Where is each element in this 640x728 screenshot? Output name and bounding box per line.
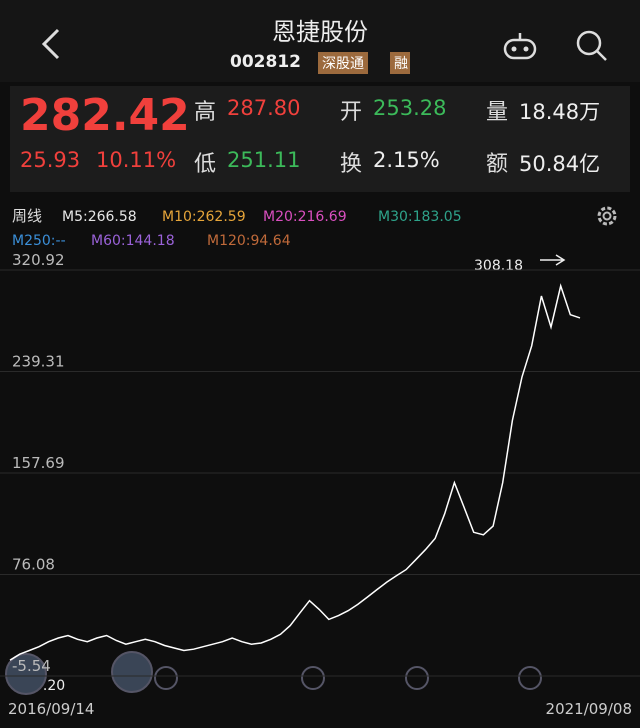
x-tick-label: 2021/09/08 xyxy=(546,700,632,718)
indicator: M5:266.58 xyxy=(62,209,137,225)
y-tick-label: 76.08 xyxy=(12,555,55,573)
toolbar xyxy=(5,651,542,695)
y-tick-label: -5.54 xyxy=(12,657,51,675)
search-icon[interactable] xyxy=(574,28,610,64)
chart: 周线 308.18 7.20 M5:266.58 M10:262.59 M20:21… xyxy=(0,196,640,728)
stat-value: 253.28 xyxy=(373,96,447,120)
x-tick-label: 2016/09/14 xyxy=(8,700,94,718)
change: 25.93 xyxy=(20,148,81,172)
stat-value: 2.15% xyxy=(373,148,440,172)
price: 282.42 xyxy=(20,90,190,141)
indicator: M60:144.18 xyxy=(91,233,175,249)
stat-value: 50.84亿 xyxy=(519,152,601,176)
indicator: M20:216.69 xyxy=(263,209,347,225)
back-button[interactable] xyxy=(36,26,66,62)
event-marker[interactable] xyxy=(154,666,178,690)
period: 周线 xyxy=(12,207,42,225)
chart-bg xyxy=(0,196,640,728)
quote-panel xyxy=(10,86,630,192)
indicator: M250:-- xyxy=(12,233,66,249)
event-marker[interactable] xyxy=(518,666,542,690)
indicator: M10:262.59 xyxy=(162,209,246,225)
stat-label: 量 xyxy=(486,100,509,125)
price-line xyxy=(9,283,581,661)
event-marker[interactable] xyxy=(301,666,325,690)
y-tick-label: 239.31 xyxy=(12,353,65,371)
change-pct: 10.11% xyxy=(96,148,177,172)
indicator: M30:183.05 xyxy=(378,209,462,225)
tool-button[interactable] xyxy=(111,651,153,693)
title: 恩捷股份 xyxy=(272,18,368,46)
tag: 深股通 xyxy=(318,52,368,74)
stat-value: 18.48万 xyxy=(519,100,601,124)
tag: 融 xyxy=(390,52,410,74)
indicator: M120:94.64 xyxy=(207,233,291,249)
stat-value: 251.11 xyxy=(227,148,301,172)
stat-label: 开 xyxy=(340,100,363,125)
robot-icon[interactable] xyxy=(500,28,540,62)
stat-value: 287.80 xyxy=(227,96,301,120)
stock-code: 002812 xyxy=(230,52,301,72)
event-marker[interactable] xyxy=(405,666,429,690)
tool-button[interactable] xyxy=(5,653,47,695)
stat-label: 换 xyxy=(340,152,363,177)
y-tick-label: 157.69 xyxy=(12,454,65,472)
stat-label: 额 xyxy=(486,152,509,177)
settings-icon[interactable] xyxy=(597,206,617,226)
y-tick-label: 320.92 xyxy=(12,251,65,269)
max-label: 308.18 xyxy=(474,258,523,274)
stat-label: 低 xyxy=(194,152,217,177)
max-arrow xyxy=(540,254,566,266)
stat-label: 高 xyxy=(194,100,217,125)
